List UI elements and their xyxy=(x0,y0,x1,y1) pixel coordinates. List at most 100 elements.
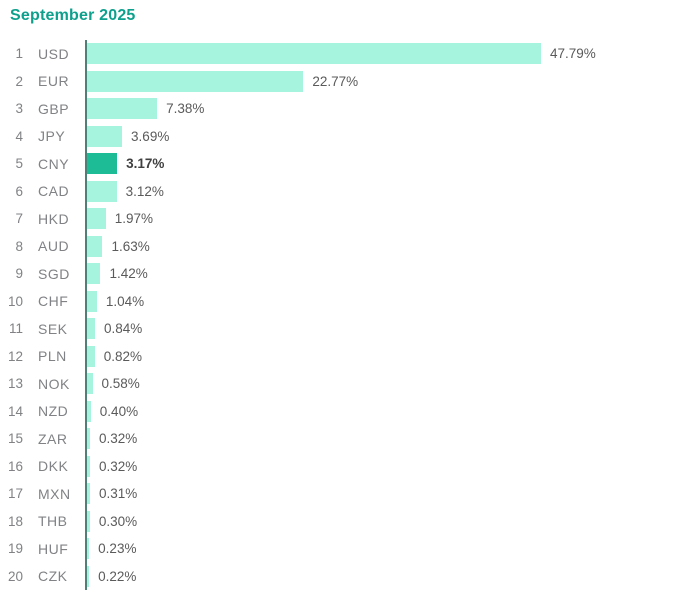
chart-row: 10 CHF 1.04% xyxy=(0,287,675,315)
chart-row: 20 CZK 0.22% xyxy=(0,562,675,590)
y-axis-line: 47.79% xyxy=(85,40,675,68)
y-axis-line: 3.69% xyxy=(85,122,675,150)
y-axis-line: 0.32% xyxy=(85,452,675,480)
value-label: 3.17% xyxy=(126,156,165,172)
value-label: 0.32% xyxy=(99,458,138,474)
value-label: 0.23% xyxy=(98,541,137,557)
chart-row: 3 GBP 7.38% xyxy=(0,95,675,123)
value-label: 3.69% xyxy=(131,128,170,144)
currency-code: NOK xyxy=(38,375,70,392)
value-label: 0.30% xyxy=(98,513,138,529)
currency-code: HUF xyxy=(38,540,69,557)
chart-row: 9 SGD 1.42% xyxy=(0,260,675,288)
bar xyxy=(87,318,95,340)
chart-row: 14 NZD 0.40% xyxy=(0,397,675,425)
value-label: 1.63% xyxy=(111,238,150,254)
bar xyxy=(87,455,91,477)
rank-label: 17 xyxy=(7,486,23,502)
chart-row: 5 CNY 3.17% xyxy=(0,150,675,178)
chart-row: 1 USD 47.79% xyxy=(0,40,675,68)
chart-row: 4 JPY 3.69% xyxy=(0,122,675,150)
y-axis-line: 1.04% xyxy=(85,287,675,315)
currency-code: ZAR xyxy=(38,430,68,447)
value-label: 0.82% xyxy=(103,348,143,364)
bar xyxy=(87,263,101,285)
value-label: 1.04% xyxy=(105,293,145,309)
y-axis-line: 3.12% xyxy=(85,177,675,205)
y-axis-line: 0.84% xyxy=(85,315,675,343)
currency-code: GBP xyxy=(38,100,70,117)
chart-row: 19 HUF 0.23% xyxy=(0,535,675,563)
bar xyxy=(87,373,93,395)
rank-label: 2 xyxy=(15,73,23,89)
rank-label: 4 xyxy=(15,128,23,144)
y-axis-line: 0.31% xyxy=(85,480,675,508)
currency-code: HKD xyxy=(38,210,70,227)
chart-row: 16 DKK 0.32% xyxy=(0,452,675,480)
rank-label: 6 xyxy=(15,183,23,199)
y-axis-line: 3.17% xyxy=(85,150,675,178)
rank-label: 7 xyxy=(15,211,23,227)
value-label: 0.32% xyxy=(99,431,138,447)
currency-code: CHF xyxy=(38,293,69,310)
bar xyxy=(87,345,95,367)
currency-code: CZK xyxy=(38,568,68,585)
rank-label: 9 xyxy=(15,266,23,282)
currency-code: SGD xyxy=(38,265,70,282)
currency-code: DKK xyxy=(38,458,69,475)
rank-label: 19 xyxy=(7,541,23,557)
rank-label: 5 xyxy=(15,156,23,172)
y-axis-line: 0.30% xyxy=(85,507,675,535)
value-label: 0.58% xyxy=(101,376,140,392)
currency-code: CNY xyxy=(38,155,70,172)
bar xyxy=(87,538,90,560)
bar xyxy=(87,428,91,450)
chart-row: 7 HKD 1.97% xyxy=(0,205,675,233)
rank-label: 12 xyxy=(7,348,23,364)
chart-row: 17 MXN 0.31% xyxy=(0,480,675,508)
chart-row: 18 THB 0.30% xyxy=(0,507,675,535)
chart-row: 15 ZAR 0.32% xyxy=(0,425,675,453)
currency-code: EUR xyxy=(38,73,70,90)
rank-label: 14 xyxy=(7,403,23,419)
rank-label: 16 xyxy=(7,458,23,474)
currency-code: JPY xyxy=(38,128,66,145)
y-axis-line: 0.82% xyxy=(85,342,675,370)
value-label: 0.22% xyxy=(98,568,137,584)
value-label: 0.84% xyxy=(103,321,143,337)
chart-row: 12 PLN 0.82% xyxy=(0,342,675,370)
bar xyxy=(87,565,90,587)
bar xyxy=(87,400,91,422)
chart-row: 11 SEK 0.84% xyxy=(0,315,675,343)
bar xyxy=(87,290,97,312)
chart-row: 13 NOK 0.58% xyxy=(0,370,675,398)
bar-highlighted xyxy=(87,153,118,175)
rank-label: 3 xyxy=(15,101,23,117)
chart-title: September 2025 xyxy=(10,7,136,24)
value-label: 3.12% xyxy=(125,183,164,199)
currency-code: THB xyxy=(38,513,68,530)
y-axis-line: 7.38% xyxy=(85,95,675,123)
value-label: 1.42% xyxy=(109,266,148,282)
currency-code: PLN xyxy=(38,348,67,365)
chart-row: 2 EUR 22.77% xyxy=(0,67,675,95)
bar xyxy=(87,180,117,202)
value-label: 47.79% xyxy=(550,46,596,62)
bar xyxy=(87,125,123,147)
chart-row: 6 CAD 3.12% xyxy=(0,177,675,205)
currency-code: CAD xyxy=(38,183,70,200)
bar xyxy=(87,43,541,65)
y-axis-line: 0.22% xyxy=(85,562,675,590)
bar xyxy=(87,510,90,532)
bar xyxy=(87,208,106,230)
y-axis-line: 22.77% xyxy=(85,67,675,95)
rank-label: 1 xyxy=(15,46,23,62)
y-axis-line: 0.32% xyxy=(85,425,675,453)
y-axis-line: 0.58% xyxy=(85,370,675,398)
currency-code: SEK xyxy=(38,320,68,337)
y-axis-line: 0.23% xyxy=(85,535,675,563)
bar xyxy=(87,98,158,120)
value-label: 0.40% xyxy=(99,403,139,419)
rank-label: 10 xyxy=(7,293,23,309)
